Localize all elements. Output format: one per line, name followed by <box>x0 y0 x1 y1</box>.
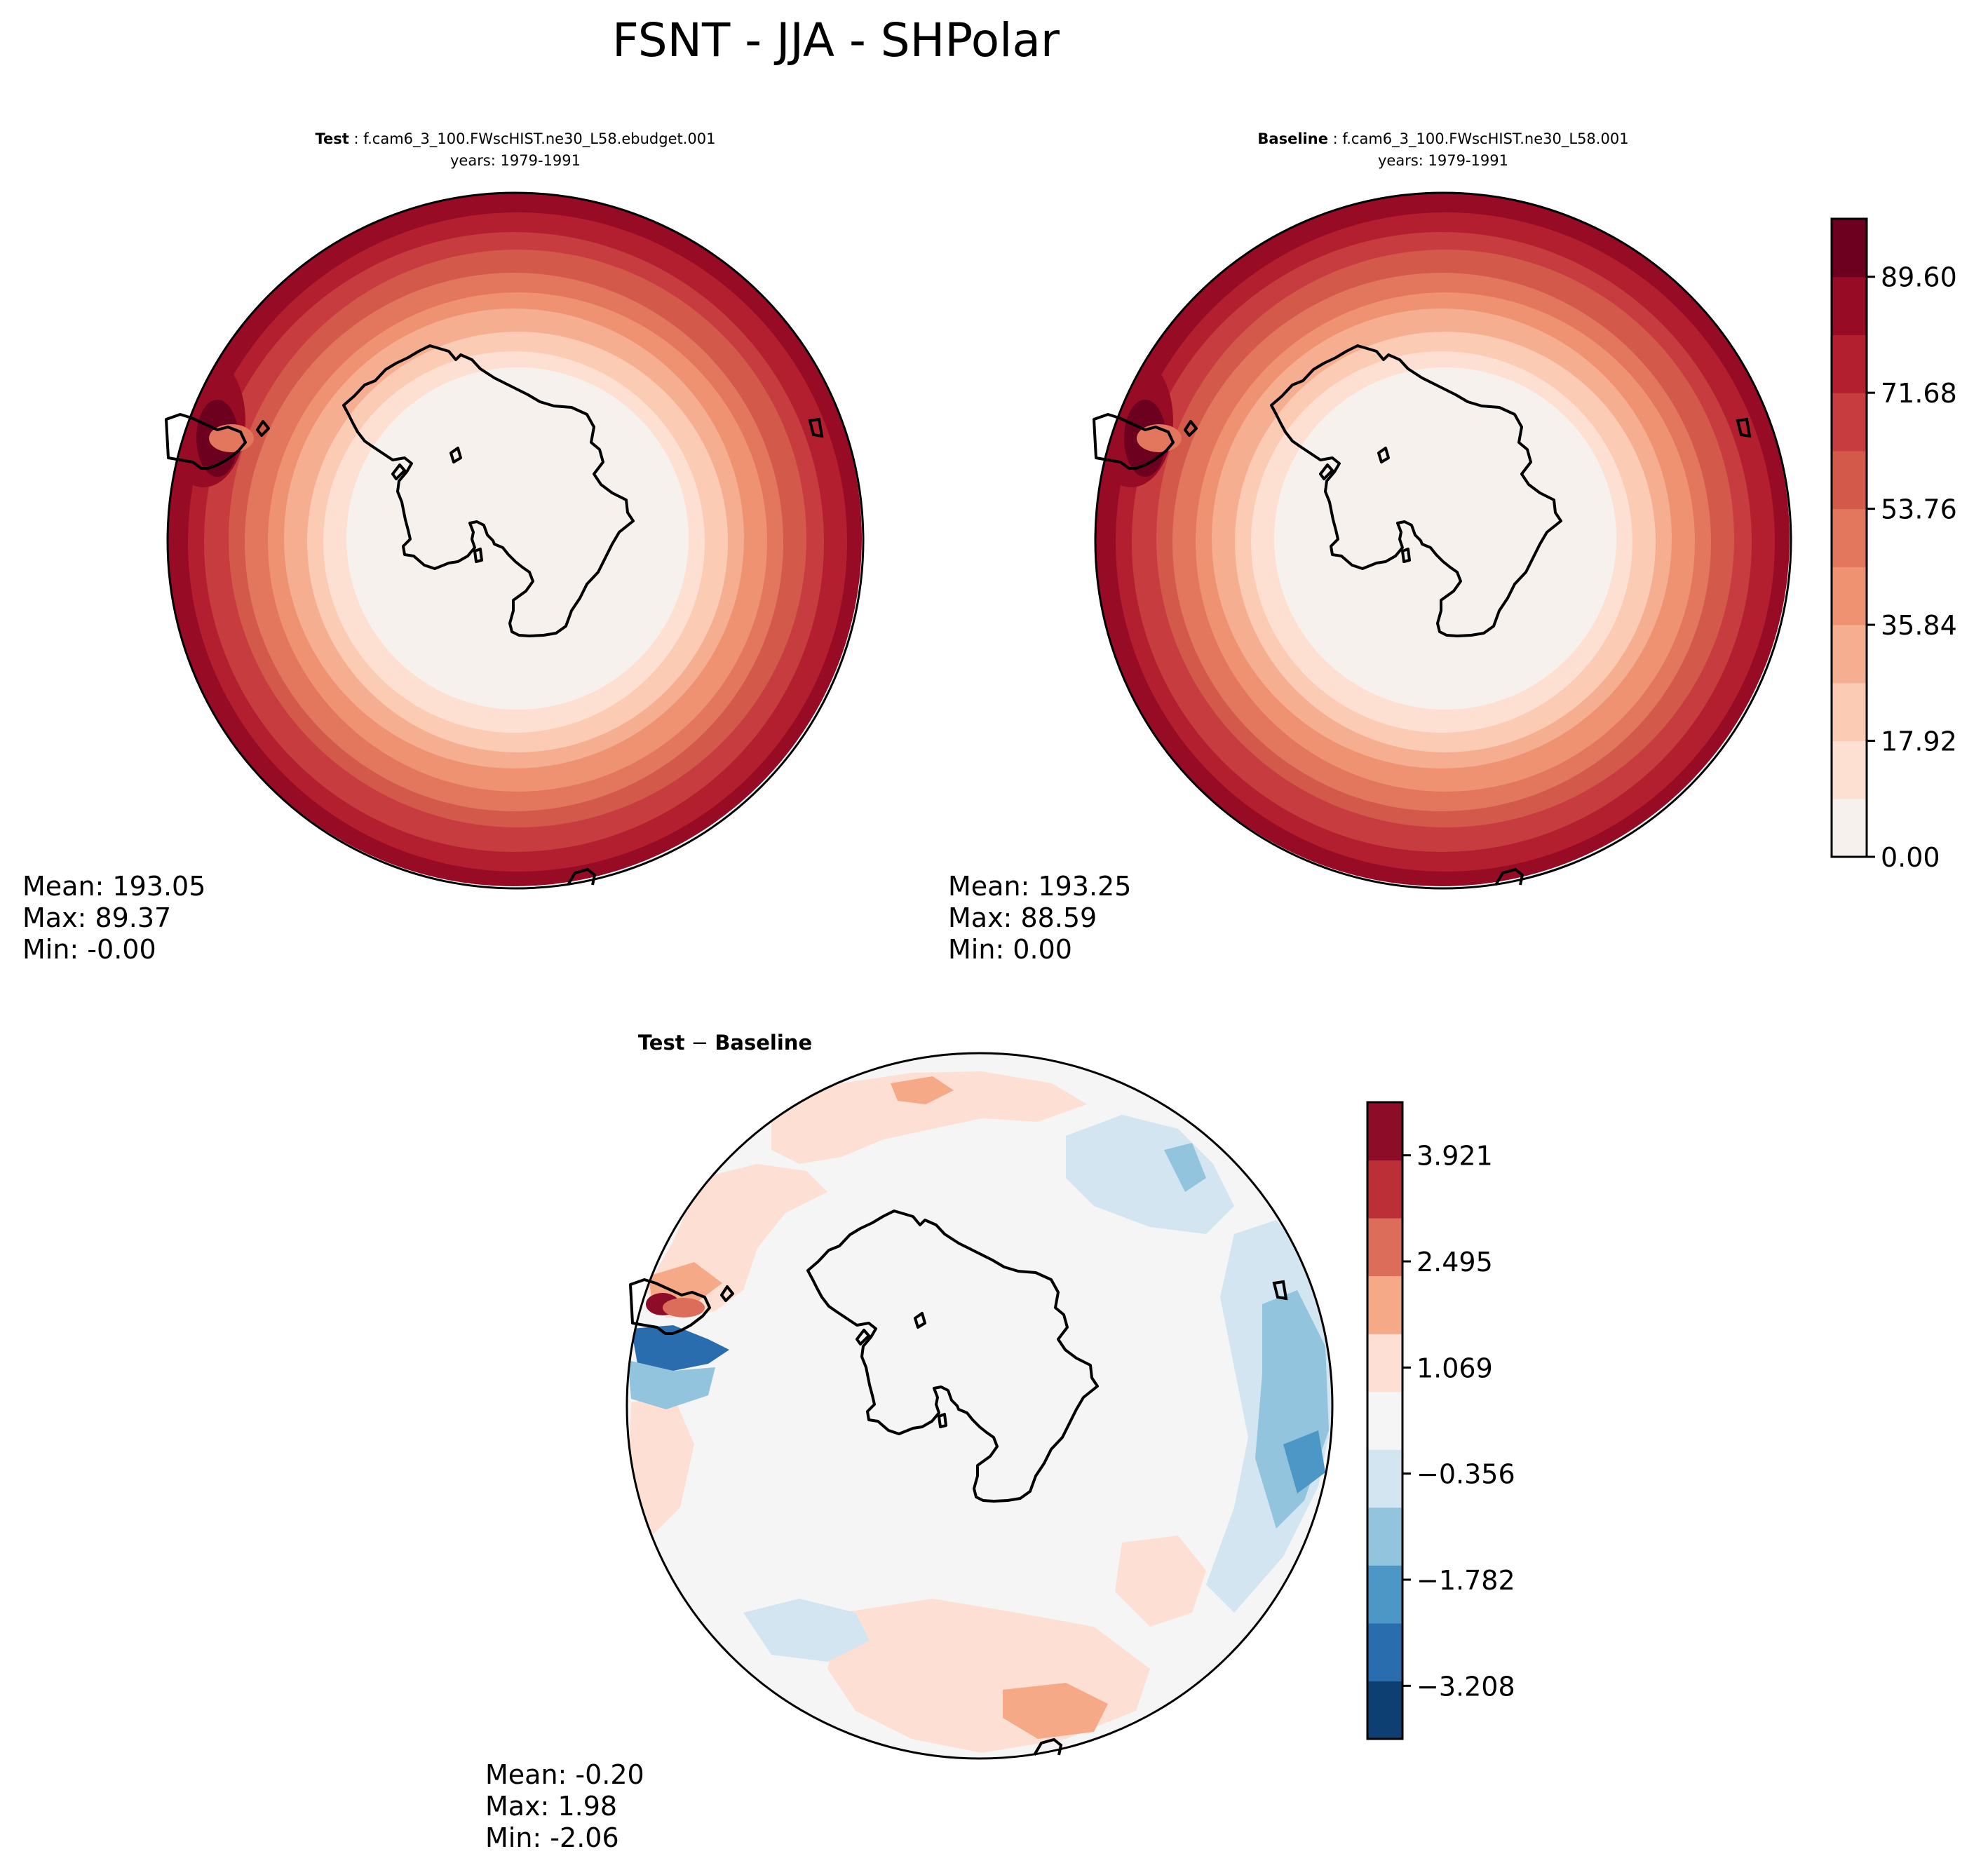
baseline-island-outline <box>1736 417 1752 438</box>
colorbar-tick-label: 53.76 <box>1881 494 1957 525</box>
colorbar-level <box>1832 450 1867 510</box>
diff-positive-strong <box>649 1076 1108 1739</box>
test-stat-max: Max: 89.37 <box>22 902 171 933</box>
colorbar-level <box>1367 1681 1402 1740</box>
colorbar-tick-label: 17.92 <box>1881 726 1957 757</box>
baseline-title-label: Baseline <box>1257 130 1328 147</box>
colorbar-level <box>1367 1565 1402 1624</box>
diff-neg-strong-upper <box>1164 1143 1206 1192</box>
colorbar-level <box>1832 682 1867 742</box>
diff-stat-mean: Mean: -0.20 <box>485 1759 644 1790</box>
colorbar-level <box>1367 1160 1402 1219</box>
diff-stat-min: Min: -2.06 <box>485 1822 619 1853</box>
diff-title-operator: − <box>685 1031 715 1055</box>
baseline-contour-rings <box>1095 193 1790 886</box>
test-panel-title: Test : f.cam6_3_100.FWscHIST.ne30_L58.eb… <box>316 130 716 148</box>
figure-title: FSNT - JJA - SHPolar <box>612 13 1060 67</box>
diff-pos-left-edge <box>628 1395 694 1543</box>
colorbar-tick-label: 89.60 <box>1881 262 1957 293</box>
difference-polar-map <box>627 1053 1332 1759</box>
baseline-case-name: f.cam6_3_100.FWscHIST.ne30_L58.001 <box>1342 130 1628 148</box>
colorbar-tick-label: 2.495 <box>1416 1247 1493 1278</box>
colorbar-tick-label: 71.68 <box>1881 378 1957 409</box>
diff-neg-lower-left <box>743 1599 870 1662</box>
colorbar-level <box>1832 276 1867 335</box>
baseline-stat-max: Max: 88.59 <box>948 902 1097 933</box>
diff-pos-top-band <box>771 1071 1087 1164</box>
colorbar-level <box>1832 219 1867 278</box>
colorbar-level <box>1832 799 1867 858</box>
colorbar-level <box>1832 508 1867 567</box>
baseline-south-america-tip <box>1494 867 1524 886</box>
test-contour-rings <box>168 193 862 886</box>
absolute-colorbar: 0.00 17.92 35.84 53.76 71.68 89.60 <box>1830 217 1957 873</box>
test-stat-mean: Mean: 193.05 <box>22 871 205 902</box>
test-case-name: f.cam6_3_100.FWscHIST.ne30_L58.ebudget.0… <box>363 130 715 148</box>
difference-panel-title: Test − Baseline <box>638 1031 812 1055</box>
colorbar-level <box>1367 1391 1402 1450</box>
difference-colorbar: 3.921 2.495 1.069 −0.356 −1.782 −3.208 <box>1366 1101 1515 1740</box>
test-panel: Test : f.cam6_3_100.FWscHIST.ne30_L58.eb… <box>22 130 865 965</box>
colorbar-frame <box>1366 1101 1404 1740</box>
colorbar-level <box>1832 625 1867 684</box>
baseline-stat-min: Min: 0.00 <box>948 934 1072 965</box>
contour-ring <box>367 395 661 689</box>
colorbar-level <box>1832 740 1867 799</box>
baseline-map-boundary <box>1094 191 1792 890</box>
test-polar-map <box>168 193 862 886</box>
baseline-polar-map <box>1095 193 1790 886</box>
colorbar-tick-label: 0.00 <box>1881 842 1940 873</box>
difference-panel: Test − Baseline <box>485 1031 1334 1853</box>
baseline-panel: Baseline : f.cam6_3_100.FWscHIST.ne30_L5… <box>948 130 1792 965</box>
colorbar-level <box>1367 1334 1402 1393</box>
colorbar-tick-label: 1.069 <box>1416 1353 1493 1383</box>
baseline-stat-mean: Mean: 193.25 <box>948 871 1131 902</box>
diff-pos-bottom-right <box>1115 1536 1206 1627</box>
colorbar-tick-label: −3.208 <box>1416 1671 1515 1702</box>
diff-negative-strongest <box>1283 1430 1325 1493</box>
colorbar-level <box>1367 1275 1402 1334</box>
colorbar-level <box>1367 1102 1402 1161</box>
test-south-america-tip <box>567 867 597 886</box>
colorbar-tick-label: −1.782 <box>1416 1565 1515 1596</box>
baseline-years: years: 1979-1991 <box>1378 152 1508 169</box>
diff-max-ring <box>663 1298 705 1317</box>
diff-title-baseline: Baseline <box>715 1031 812 1055</box>
diff-pos-strong-bottom <box>1003 1683 1108 1739</box>
colorbar-level <box>1367 1218 1402 1277</box>
diff-strong-dipole <box>628 1293 729 1409</box>
colorbar-tick-label: −0.356 <box>1416 1459 1515 1490</box>
colorbar-level <box>1367 1622 1402 1681</box>
baseline-panel-title: Baseline : f.cam6_3_100.FWscHIST.ne30_L5… <box>1257 130 1628 148</box>
diff-min-band <box>631 1325 729 1371</box>
test-years: years: 1979-1991 <box>450 152 581 169</box>
test-island-outline <box>808 417 824 438</box>
test-stat-min: Min: -0.00 <box>22 934 156 965</box>
test-title-separator: : <box>349 130 363 147</box>
diff-title-test: Test <box>638 1031 685 1055</box>
colorbar-level <box>1832 334 1867 393</box>
test-title-label: Test <box>316 130 349 147</box>
diff-pos-strong-top <box>891 1076 954 1104</box>
diff-min-halo <box>628 1360 715 1409</box>
diff-map-boundary <box>626 1052 1334 1760</box>
colorbar-frame <box>1830 217 1868 858</box>
colorbar-level <box>1367 1449 1402 1508</box>
diff-stat-max: Max: 1.98 <box>485 1791 617 1822</box>
diff-island-outline <box>1272 1280 1288 1301</box>
baseline-title-separator: : <box>1328 130 1342 147</box>
colorbar-level <box>1832 393 1867 452</box>
diff-neg-strongest-right <box>1283 1430 1325 1493</box>
colorbar-level <box>1832 567 1867 625</box>
colorbar-tick-label: 3.921 <box>1416 1141 1493 1172</box>
colorbar-level <box>1367 1507 1402 1566</box>
colorbar-tick-label: 35.84 <box>1881 610 1957 641</box>
contour-ring <box>1294 395 1589 689</box>
test-map-boundary <box>166 191 865 890</box>
